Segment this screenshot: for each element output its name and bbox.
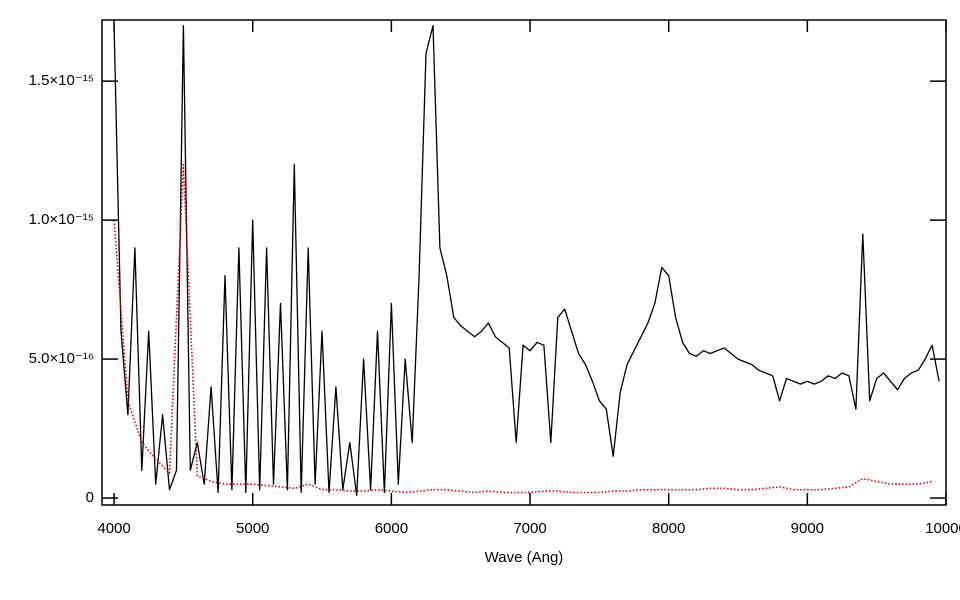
x-tick-label: 9000 — [791, 520, 824, 537]
x-tick-label: 7000 — [513, 520, 546, 537]
y-tick-label: 1.5×10⁻¹⁵ — [29, 72, 94, 89]
y-tick-label: 0 — [86, 489, 94, 506]
x-tick-label: 5000 — [236, 520, 269, 537]
x-axis-label: Wave (Ang) — [485, 549, 564, 566]
plot-area — [113, 24, 940, 496]
y-tick-label: 5.0×10⁻¹⁶ — [29, 350, 94, 367]
y-tick-label: 1.0×10⁻¹⁵ — [29, 211, 94, 228]
spectrum-line — [113, 24, 940, 496]
x-tick-label: 8000 — [652, 520, 685, 537]
plot-frame — [101, 19, 947, 506]
x-tick-label: 6000 — [375, 520, 408, 537]
x-tick-label: 4000 — [97, 520, 130, 537]
